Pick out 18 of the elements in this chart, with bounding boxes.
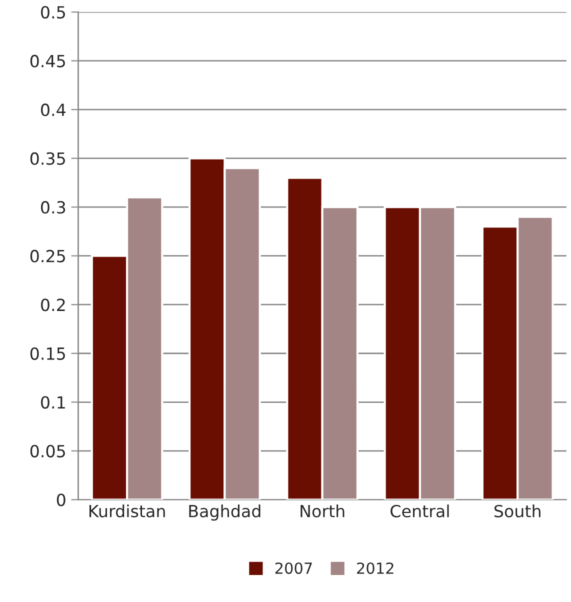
x-tick-label: North	[300, 504, 344, 518]
legend-label: 2007	[275, 562, 312, 574]
y-tick-label: 0.4	[41, 104, 66, 116]
y-tick-label: 0	[56, 494, 66, 506]
y-tick-label: 0.35	[30, 152, 65, 165]
x-tick-label: Central	[390, 504, 449, 518]
y-tick-label: 0.1	[41, 396, 65, 409]
y-tick-label: 0.45	[30, 54, 65, 68]
y-tick-label: 0.2	[41, 298, 65, 312]
y-tick-label: 0.3	[41, 201, 66, 214]
legend-label: 2012	[357, 562, 394, 574]
y-tick-label: 0.05	[30, 444, 65, 458]
x-tick-label: South	[494, 504, 540, 518]
y-tick-label: 0.25	[30, 250, 65, 262]
x-tick-label: Kurdistan	[89, 504, 165, 518]
x-tick-label: Baghdad	[189, 504, 260, 521]
y-tick-label: 0.15	[30, 347, 65, 360]
y-tick-label: 0.5	[41, 6, 65, 19]
